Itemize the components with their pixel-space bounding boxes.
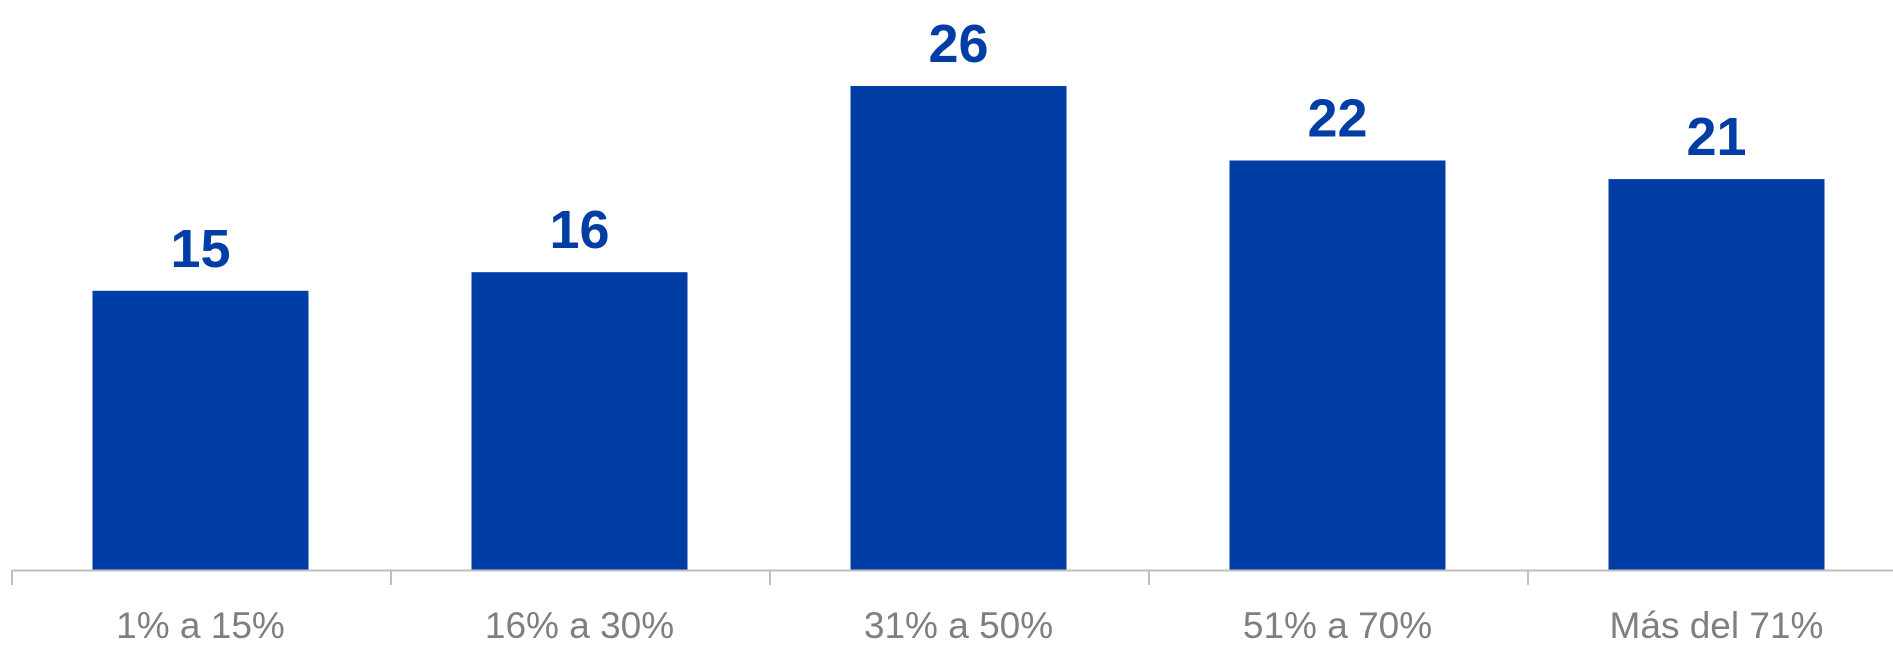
bar-2: [471, 272, 688, 570]
data-labels-layer: 15 16 26 22 21: [170, 14, 1746, 279]
data-label-5: 21: [1686, 107, 1746, 167]
x-tick-labels-layer: 1% a 15% 16% a 30% 31% a 50% 51% a 70% Más d…: [116, 605, 1824, 646]
x-tick-label-5: Más del 71%: [1610, 605, 1824, 644]
bar-5: [1608, 179, 1825, 570]
x-tick-label-3: 31% a 50%: [864, 605, 1053, 644]
x-axis: [11, 569, 1893, 585]
data-label-1: 15: [170, 219, 230, 279]
bar-1: [92, 290, 309, 570]
x-tick-label-1: 1% a 15%: [116, 605, 285, 644]
data-label-4: 22: [1307, 89, 1367, 149]
data-label-2: 16: [549, 200, 609, 260]
bar-4: [1229, 160, 1446, 570]
x-tick-label-4: 51% a 70%: [1243, 605, 1432, 644]
bars-layer: [92, 86, 1825, 570]
data-label-3: 26: [928, 14, 988, 74]
x-tick-label-2: 16% a 30%: [485, 605, 674, 644]
bar-3: [850, 86, 1067, 570]
